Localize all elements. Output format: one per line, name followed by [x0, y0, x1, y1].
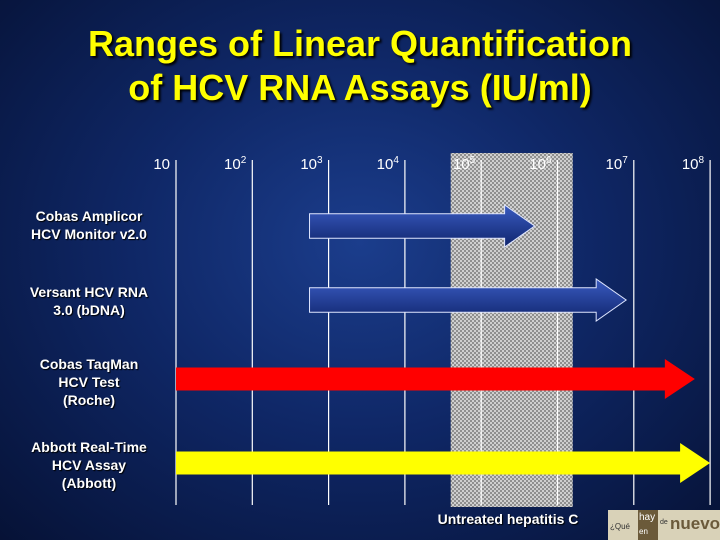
assay-label-4-line-1: Abbott Real-Time [31, 439, 147, 455]
assay-label-3-line-2: HCV Test [58, 374, 120, 390]
tick-label-2: 102 [224, 155, 247, 173]
assay-label-4-line-2: HCV Assay [51, 457, 127, 473]
assay-label-2-line-1: Versant HCV RNA [29, 284, 149, 300]
assay-label-2: Versant HCV RNA 3.0 (bDNA) [0, 283, 178, 319]
tick-label-7: 107 [606, 155, 629, 173]
logo-nuevo: nuevo [670, 514, 720, 533]
tick-label-6: 106 [529, 155, 552, 173]
tick-label-4: 104 [377, 155, 400, 173]
assay-range-arrow-2 [309, 278, 628, 322]
assay-label-3-line-3: (Roche) [62, 392, 116, 408]
tick-label-1: 10 [153, 156, 170, 173]
assay-range-arrow-3 [176, 359, 695, 399]
logo-question: ¿Qué [610, 522, 631, 531]
que-hay-de-nuevo-logo: ¿Qué hay en de nuevo [608, 510, 720, 540]
tick-label-5: 105 [453, 155, 476, 173]
band-label-untreated-hepatitis-c: Untreated hepatitis C [437, 511, 579, 527]
assay-label-3-line-1: Cobas TaqMan [39, 356, 139, 372]
assay-label-1-line-2: HCV Monitor v2.0 [31, 226, 147, 242]
logo-hay: hay [639, 512, 656, 523]
assay-label-3: Cobas TaqMan HCV Test (Roche) [0, 355, 178, 409]
assay-label-2-line-2: 3.0 (bDNA) [53, 302, 125, 318]
assay-label-4-line-3: (Abbott) [61, 475, 117, 491]
tick-label-3: 103 [300, 155, 323, 173]
assay-range-arrow-4 [176, 443, 711, 483]
chart-title-line-2: of HCV RNA Assays (IU/ml) [128, 67, 592, 108]
assay-label-1-line-1: Cobas Amplicor [35, 208, 143, 224]
chart-title-line-1: Ranges of Linear Quantification [87, 23, 633, 64]
assay-label-4: Abbott Real-Time HCV Assay (Abbott) [0, 438, 178, 492]
logo-box: hay en [638, 510, 658, 540]
tick-label-8: 108 [682, 155, 705, 173]
assay-label-1: Cobas Amplicor HCV Monitor v2.0 [0, 207, 178, 243]
chart-title: Ranges of Linear Quantification of HCV R… [0, 22, 720, 110]
assay-range-arrow-1 [309, 204, 536, 248]
logo-de: de [660, 519, 668, 526]
logo-en: en [639, 527, 648, 536]
